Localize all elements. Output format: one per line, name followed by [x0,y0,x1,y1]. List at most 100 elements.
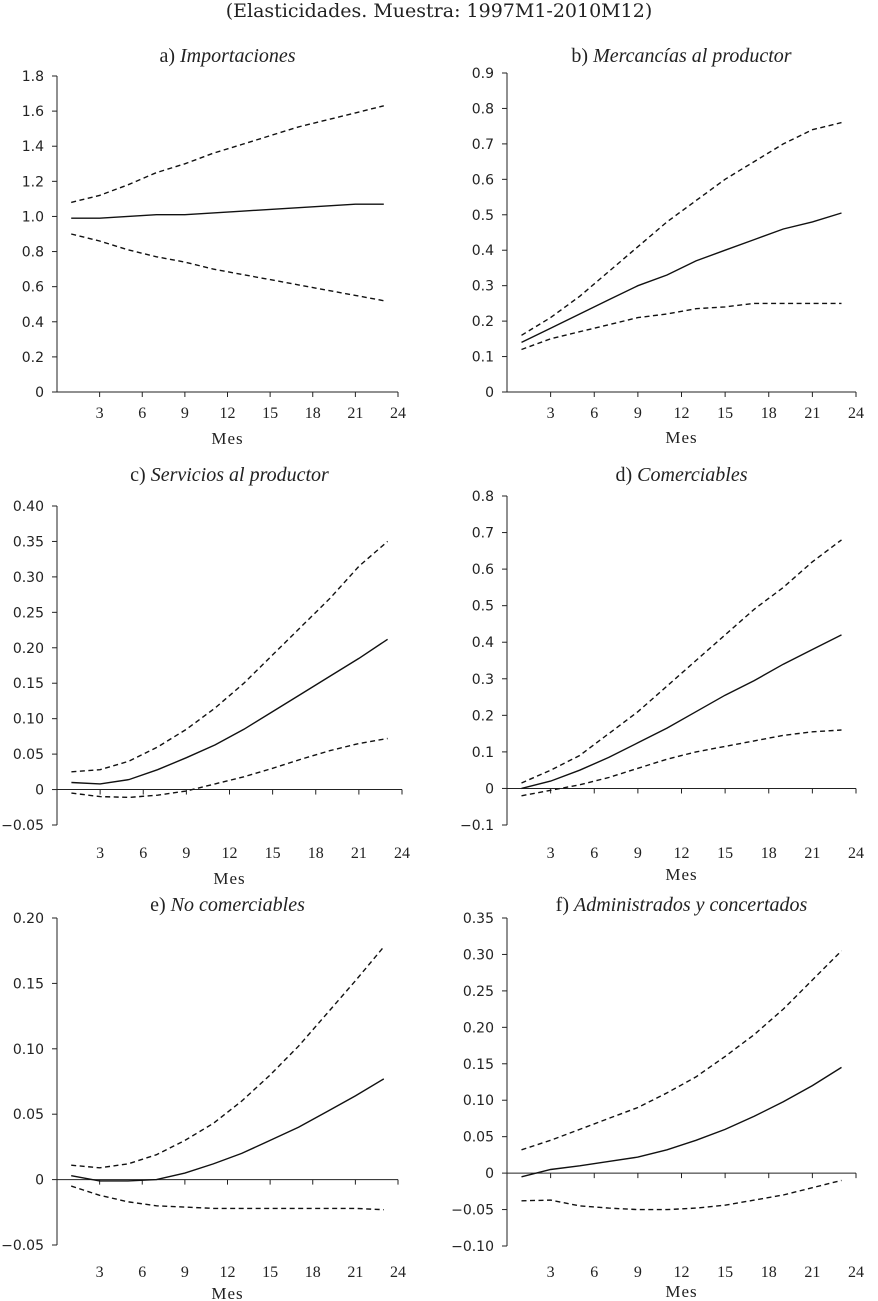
x-axis-title: Mes [665,865,697,884]
y-tick-label: 0.7 [472,526,494,542]
x-tick-label: 21 [347,1264,363,1281]
estimate-line [71,1078,385,1182]
x-tick-label: 18 [308,845,324,862]
x-tick-label: 15 [265,845,281,862]
x-tick-label: 3 [96,1264,104,1281]
y-tick-label: 0 [35,1173,44,1189]
x-axis-title: Mes [211,1284,243,1301]
upper-band-line [521,950,842,1151]
x-axis-title: Mes [213,869,245,888]
y-tick-label: 0.10 [463,1093,494,1109]
y-tick-label: 0.20 [13,911,44,927]
y-tick-label: 0.2 [472,314,494,330]
panel-title: a) Importaciones [159,45,295,67]
y-tick-label: 0.1 [472,745,494,761]
y-tick-label: 0.4 [22,315,44,331]
lower-band-line [521,1179,842,1211]
x-tick-label: 6 [590,845,598,862]
y-tick-label: 0.20 [463,1020,494,1036]
x-tick-label: 24 [390,405,406,422]
lower-band-line [71,233,384,302]
y-tick-label: 0.35 [463,911,494,927]
x-tick-label: 12 [674,405,690,422]
y-tick-label: 0.3 [472,672,494,688]
x-tick-label: 6 [138,1264,146,1281]
figure-header: (Elasticidades. Muestra: 1997M1-2010M12) [225,0,653,22]
estimate-line [521,212,842,344]
y-tick-label: 1.8 [22,69,44,85]
x-tick-label: 15 [262,405,278,422]
panel-title-prefix: a) [159,45,180,67]
x-axis-title: Mes [211,429,243,448]
y-tick-label: 0.6 [22,280,44,296]
y-tick-label: 1.0 [22,209,44,225]
y-tick-label: 0.8 [22,245,44,261]
y-tick-label: 0.35 [13,534,44,550]
x-tick-label: 9 [634,845,642,862]
upper-band-line [71,946,385,1169]
y-tick-label: 0.8 [472,101,494,117]
upper-band-line [521,121,842,336]
y-tick-label: 0 [485,781,494,797]
y-tick-label: −0.05 [1,818,44,834]
estimate-line [71,203,384,219]
y-tick-label: 0.4 [472,243,494,259]
panel-e: e) No comerciables −0.05 0 0.05 0.10 0.15 0.20… [1,894,406,1301]
panel-title: b) Mercancías al productor [571,45,791,67]
y-tick-label: 0.15 [13,676,44,692]
x-tick-label: 24 [848,845,864,862]
panel-title-text: Mercancías al productor [592,45,792,67]
y-tick-label: 0 [35,385,44,401]
panel-b: b) Mercancías al productor 0 0.1 0.2 0.3 0.4 0… [472,45,864,447]
y-tick-label: 0.5 [472,599,494,615]
lower-band-line [521,729,842,797]
panel-title-prefix: b) [571,45,593,67]
x-tick-label: 21 [804,1264,820,1281]
x-tick-label: 21 [804,405,820,422]
y-tick-label: 0.30 [463,947,494,963]
x-tick-label: 6 [590,405,598,422]
y-tick-label: 0.10 [13,1042,44,1058]
x-tick-label: 12 [222,845,238,862]
panel-title: c) Servicios al productor [130,464,329,486]
x-tick-label: 24 [390,1264,406,1281]
y-tick-label: 0.7 [472,137,494,153]
x-tick-label: 15 [717,845,733,862]
y-tick-label: 1.2 [22,174,44,190]
y-tick-label: 0 [485,1166,494,1182]
x-tick-label: 24 [394,845,410,862]
y-tick-label: 0.40 [13,499,44,515]
x-tick-label: 21 [804,845,820,862]
panel-title-text: Importaciones [179,45,296,67]
x-tick-label: 18 [305,1264,321,1281]
y-tick-label: 0.25 [13,605,44,621]
y-tick-label: 0 [35,783,44,799]
panel-title-prefix: f) [556,894,574,916]
upper-band-line [71,540,389,773]
x-tick-label: 3 [96,845,104,862]
x-tick-label: 3 [547,845,555,862]
x-tick-label: 21 [347,405,363,422]
x-tick-label: 12 [674,1264,690,1281]
y-tick-label: 0.05 [13,1107,44,1123]
x-tick-label: 21 [351,845,367,862]
y-tick-label: 0 [485,385,494,401]
upper-band-line [71,105,384,204]
y-tick-label: 0.05 [13,747,44,763]
x-tick-label: 3 [547,405,555,422]
y-tick-label: 0.5 [472,208,494,224]
x-axis-title: Mes [665,1282,697,1301]
panel-title-text: Administrados y concertados [572,894,808,916]
x-tick-label: 18 [305,405,321,422]
y-tick-label: 0.9 [472,66,494,82]
panel-title: f) Administrados y concertados [556,894,808,916]
y-tick-label: 0.15 [13,976,44,992]
lower-band-line [70,1185,384,1211]
y-tick-label: 0.10 [13,712,44,728]
panel-c: c) Servicios al productor −0.05 0 0.05 0.10 0… [1,464,410,888]
x-tick-label: 6 [138,405,146,422]
y-tick-label: 0.2 [22,350,44,366]
estimate-line [521,1066,842,1178]
y-tick-label: −0.05 [451,1203,494,1219]
